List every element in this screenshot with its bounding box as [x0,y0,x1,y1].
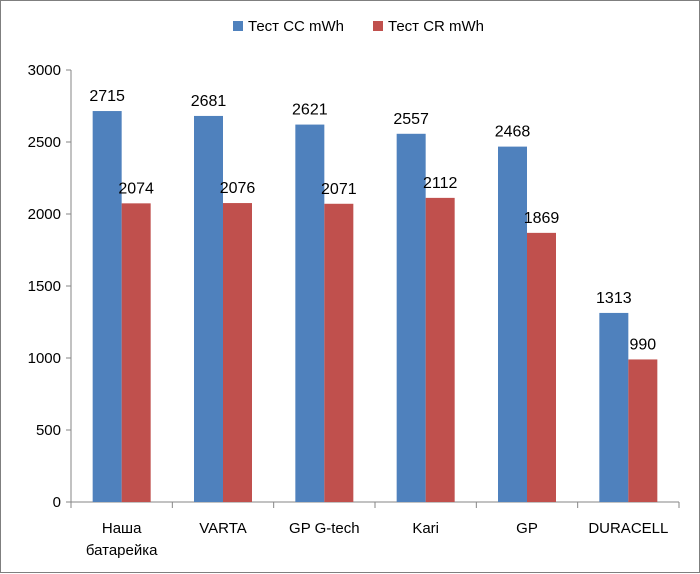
y-tick-label: 500 [36,422,61,439]
data-label: 2074 [118,180,154,197]
legend-label: Тест CR mWh [388,18,484,35]
bar-cc [295,124,325,503]
bar-cr [628,359,658,502]
y-tick-label: 1000 [28,350,61,367]
bar-cc [599,312,629,502]
x-tick-label: DURACELL [588,520,668,537]
bar-cr [527,232,556,502]
data-label: 2112 [423,175,458,192]
bar-cr [121,203,151,502]
bar-cc [498,146,527,502]
y-tick-label: 3000 [28,62,61,79]
y-tick-label: 0 [53,494,61,511]
bar-cr [425,197,455,502]
x-tick-label: Kari [412,520,439,537]
data-label: 2071 [321,181,357,198]
data-label: 2621 [292,102,328,119]
bar-cr [223,203,252,502]
x-tick-label: GP G-tech [289,520,360,537]
legend-swatch [373,21,383,31]
legend-label: Тест CC mWh [248,18,344,35]
y-tick-label: 2000 [28,206,61,223]
data-label: 1313 [596,290,632,307]
data-label: 2681 [191,93,227,110]
x-tick-label: Наша батарейка [86,520,158,559]
bar-cr [324,203,354,502]
data-label: 990 [629,336,656,353]
y-tick-label: 2500 [28,134,61,151]
data-label: 2468 [495,124,531,141]
data-label: 1869 [524,210,560,227]
data-label: 2076 [220,180,256,197]
legend-swatch [233,21,243,31]
bar-cc [194,115,223,502]
data-label: 2715 [89,88,125,105]
x-tick-label: VARTA [199,520,247,537]
bar-cc [92,111,122,502]
y-tick-label: 1500 [28,278,61,295]
x-tick-label: GP [516,520,538,537]
bar-cc [396,133,426,503]
data-label: 2557 [393,111,429,128]
